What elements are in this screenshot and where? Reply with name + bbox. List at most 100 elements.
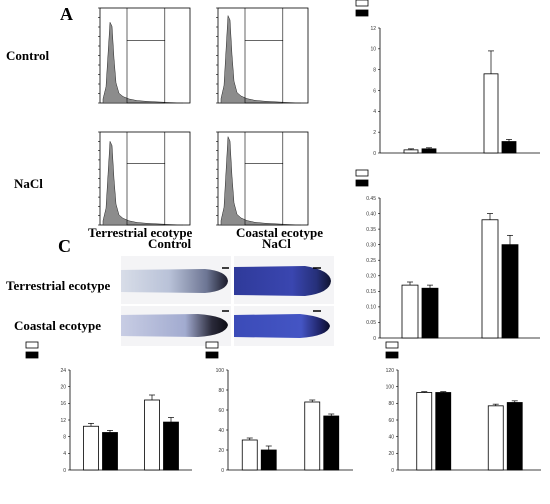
bar	[416, 392, 433, 471]
gate-p1	[126, 39, 166, 104]
gate-p1	[244, 163, 284, 226]
bar	[401, 284, 419, 339]
bar	[487, 405, 504, 471]
y-tick-label: 60	[388, 418, 394, 424]
y-tick-label: 0	[373, 336, 376, 342]
y-tick-label: 12	[370, 26, 376, 32]
y-tick-label: 120	[386, 368, 395, 374]
root-coastal-nacl	[234, 314, 330, 338]
bar	[435, 392, 452, 471]
y-tick-label: 12	[60, 418, 66, 424]
root-terrestrial-control	[121, 269, 228, 293]
legend-swatch	[355, 169, 369, 177]
bar	[501, 141, 517, 154]
chart-g: 0 20 40 60 80 100 120	[385, 341, 541, 474]
panel-label-c: C	[58, 236, 71, 256]
y-tick-label: 100	[216, 368, 225, 374]
chart-b: 0 2 4 6 8 10 12	[355, 0, 540, 157]
flow-histogram	[216, 131, 309, 226]
legend-swatch	[205, 351, 219, 359]
y-tick-label: 0.10	[366, 305, 376, 311]
stain-row-label-coastal: Coastal ecotype	[14, 318, 101, 333]
legend-swatch	[355, 0, 369, 7]
bar	[323, 415, 340, 471]
stain-col-label-nacl: NaCl	[262, 236, 291, 251]
chart-f: 0 20 40 60 80 100	[205, 341, 353, 474]
flow-histogram	[216, 7, 309, 104]
y-tick-label: 24	[60, 368, 66, 374]
flow-row-label-nacl: NaCl	[14, 176, 43, 191]
flow-col-label-coastal: Coastal ecotype	[236, 225, 323, 240]
chart-e: 0 4 8 12 16 20 24	[25, 341, 192, 474]
y-tick-label: 4	[373, 109, 376, 115]
gate-p1	[126, 163, 166, 226]
bar	[483, 73, 499, 154]
bar	[403, 149, 419, 154]
legend-swatch	[25, 351, 39, 359]
y-tick-label: 16	[60, 401, 66, 407]
legend-swatch	[355, 9, 369, 17]
bar	[144, 399, 160, 471]
legend-swatch	[355, 179, 369, 187]
bar	[501, 244, 519, 339]
bar	[481, 219, 499, 339]
histogram-curve	[220, 15, 302, 104]
y-tick-label: 0.30	[366, 242, 376, 248]
y-tick-label: 0	[391, 468, 394, 474]
y-tick-label: 40	[388, 434, 394, 440]
gate-p1	[244, 39, 284, 104]
panel-label-a: A	[60, 4, 73, 24]
y-tick-label: 0	[373, 151, 376, 157]
bar	[421, 287, 439, 339]
y-tick-label: 20	[218, 448, 224, 454]
y-tick-label: 0	[221, 468, 224, 474]
root-coastal-control	[121, 314, 228, 337]
flow-row-label-control: Control	[6, 48, 49, 63]
bar	[421, 148, 437, 154]
histogram-curve	[102, 140, 184, 226]
bar-charts: 02468101200.050.100.150.200.250.300.350.…	[25, 0, 541, 474]
y-tick-label: 80	[388, 401, 394, 407]
y-tick-label: 10	[370, 47, 376, 53]
y-tick-label: 0.25	[366, 258, 376, 264]
y-tick-label: 0	[63, 468, 66, 474]
y-tick-label: 8	[373, 67, 376, 73]
flow-histogram	[98, 7, 191, 104]
bar	[241, 439, 258, 471]
root-terrestrial-nacl	[234, 266, 331, 296]
flow-histogram	[98, 131, 191, 226]
bar	[102, 432, 118, 471]
y-tick-label: 0.40	[366, 211, 376, 217]
y-tick-label: 0.05	[366, 320, 376, 326]
legend-swatch	[385, 351, 399, 359]
y-tick-label: 0.45	[366, 196, 376, 202]
chart-d: 0 0.05 0.10 0.15 0.20 0.25 0.30 0.35 0.40 0.45	[355, 169, 540, 342]
y-tick-label: 20	[60, 384, 66, 390]
flow-col-label-terrestrial: Terrestrial ecotype	[88, 225, 193, 240]
flow-cytometry-grid	[98, 7, 309, 226]
y-tick-label: 2	[373, 130, 376, 136]
stain-row-label-terrestrial: Terrestrial ecotype	[6, 278, 111, 293]
y-tick-label: 0.15	[366, 289, 376, 295]
histogram-curve	[220, 136, 302, 226]
y-tick-label: 4	[63, 451, 66, 457]
bar	[304, 401, 321, 471]
legend-swatch	[385, 341, 399, 349]
legend-swatch	[205, 341, 219, 349]
y-tick-label: 0.20	[366, 274, 376, 280]
y-tick-label: 6	[373, 88, 376, 94]
y-tick-label: 40	[218, 428, 224, 434]
y-tick-label: 60	[218, 408, 224, 414]
bar	[163, 421, 179, 471]
stain-col-label-control: Control	[148, 236, 191, 251]
y-tick-label: 80	[218, 388, 224, 394]
y-tick-label: 100	[386, 384, 395, 390]
y-tick-label: 0.35	[366, 227, 376, 233]
legend-swatch	[25, 341, 39, 349]
bar	[506, 402, 523, 471]
histogram-curve	[102, 21, 184, 104]
bar	[83, 425, 99, 471]
y-tick-label: 8	[63, 434, 66, 440]
y-tick-label: 20	[388, 451, 394, 457]
